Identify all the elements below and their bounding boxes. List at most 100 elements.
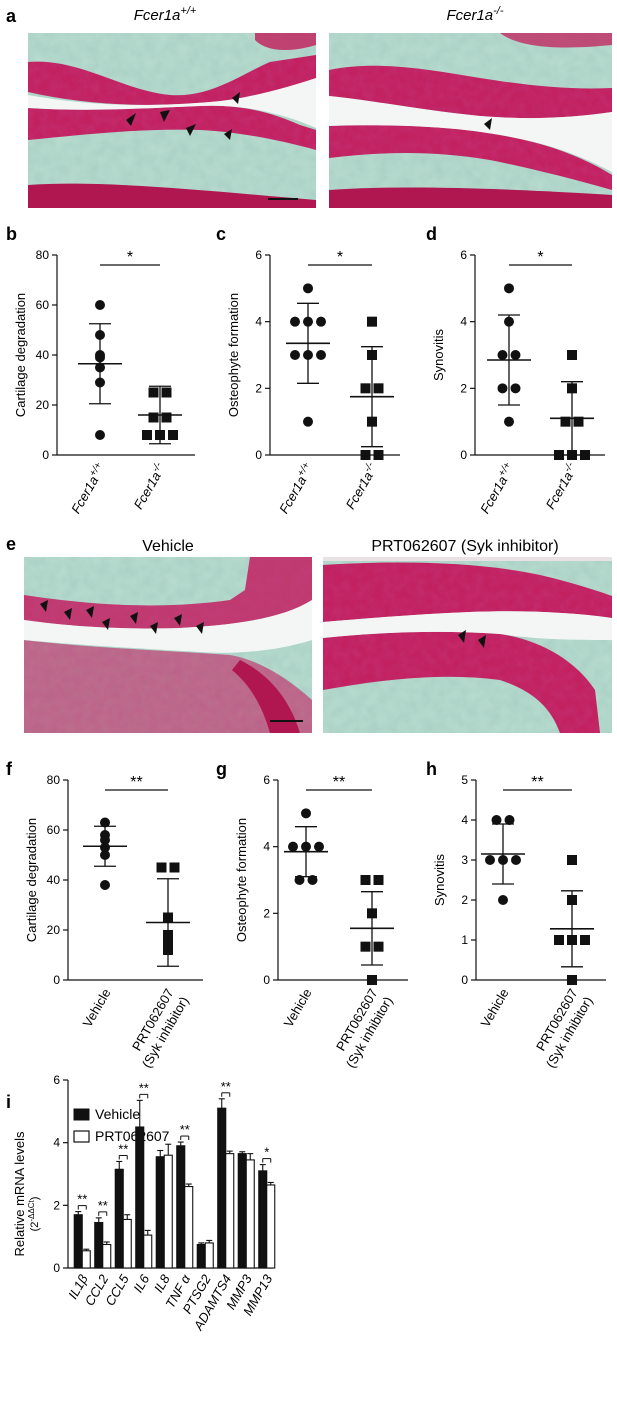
- data-point: [95, 300, 105, 310]
- legend-label-prt: PRT062607: [95, 1128, 170, 1144]
- y-axis-label: Osteophyte formation: [226, 293, 241, 417]
- data-point: [95, 430, 105, 440]
- bar: [143, 1234, 153, 1269]
- y-tick-label: 40: [47, 873, 61, 887]
- significance-label: **: [118, 1141, 128, 1156]
- data-point: [498, 895, 508, 905]
- data-point: [360, 875, 371, 885]
- data-point: [288, 841, 298, 852]
- y-tick-label: 4: [263, 840, 270, 854]
- y-tick-label: 0: [42, 448, 49, 462]
- data-point: [307, 875, 318, 885]
- y-tick-label: 40: [36, 348, 50, 362]
- y-axis-sublabel: (2-ΔΔCt): [27, 1197, 41, 1232]
- panel-letter-a: a: [6, 6, 17, 26]
- data-point: [567, 350, 577, 360]
- data-point: [148, 387, 159, 398]
- x-tick-label: Fcer1a+/+: [67, 460, 108, 516]
- data-point: [497, 383, 508, 394]
- chart-c: c 0 2 4 6 Osteophyte formation Fcer1a+/+ Fcer1a…: [216, 224, 400, 516]
- y-tick-label: 0: [255, 448, 262, 462]
- x-tick-label: Vehicle: [478, 986, 512, 1030]
- panel-letter-c: c: [216, 224, 226, 244]
- data-point: [303, 416, 313, 427]
- data-point: [360, 941, 371, 952]
- bar: [122, 1218, 132, 1269]
- x-tick-label: Fcer1a+/+: [275, 460, 316, 516]
- y-tick-label: 0: [53, 973, 60, 987]
- data-point: [373, 941, 384, 952]
- data-point: [156, 862, 167, 873]
- x-tick-label: Vehicle: [281, 986, 315, 1030]
- data-point: [373, 450, 384, 460]
- data-point: [554, 450, 564, 460]
- data-point: [294, 875, 305, 885]
- bar: [217, 1107, 227, 1269]
- y-tick-label: 3: [461, 853, 468, 867]
- significance-label: *: [537, 249, 543, 266]
- bar: [102, 1243, 112, 1269]
- histology-image-vehicle: [24, 557, 312, 733]
- significance-label: **: [531, 774, 543, 791]
- y-axis-label: Cartilage degradation: [24, 818, 39, 942]
- bar: [237, 1153, 247, 1269]
- significance-label: *: [127, 249, 133, 266]
- bar: [196, 1243, 206, 1269]
- data-point: [360, 383, 371, 394]
- y-axis-label: Relative mRNA levels: [12, 1131, 27, 1256]
- y-tick-label: 6: [53, 1073, 60, 1087]
- x-tick-label: Fcer1a-/-: [342, 460, 381, 512]
- y-axis-label: Osteophyte formation: [234, 818, 249, 942]
- significance-label: *: [264, 1145, 269, 1160]
- panel-letter-b: b: [6, 224, 17, 244]
- bar: [114, 1168, 124, 1269]
- data-point: [485, 855, 495, 865]
- data-point: [367, 316, 377, 327]
- data-point: [373, 383, 384, 394]
- bar: [266, 1184, 276, 1269]
- bar: [163, 1154, 173, 1269]
- y-tick-label: 0: [53, 1261, 60, 1275]
- data-point: [567, 855, 577, 865]
- significance-label: **: [130, 774, 142, 791]
- x-tick-label: Fcer1a+/+: [476, 460, 517, 516]
- chart-i: i 0 2 4 6 Relative mRNA levels (2-ΔΔCt) Vehicle…: [6, 1073, 276, 1334]
- panel-e-right-title: PRT062607 (Syk inhibitor): [371, 538, 558, 555]
- bar: [204, 1242, 214, 1269]
- y-tick-label: 80: [47, 773, 61, 787]
- y-tick-label: 20: [36, 398, 50, 412]
- significance-label: **: [77, 1192, 87, 1207]
- data-point: [504, 416, 514, 427]
- bar: [245, 1159, 255, 1269]
- y-tick-label: 0: [461, 973, 468, 987]
- panel-a-left-title: Fcer1a+/+: [134, 5, 197, 24]
- data-point: [100, 880, 110, 890]
- data-point: [303, 283, 313, 294]
- y-axis-label: Cartilage degradation: [13, 293, 28, 417]
- histology-image-ko: [329, 33, 612, 208]
- bar: [81, 1250, 91, 1269]
- bar: [135, 1126, 145, 1269]
- y-tick-label: 5: [461, 773, 468, 787]
- y-tick-label: 80: [36, 248, 50, 262]
- chart-d: d 0 2 4 6 Synovitis Fcer1a+/+ Fcer1a-/- *: [426, 224, 605, 516]
- data-point: [510, 383, 521, 394]
- data-point: [290, 350, 300, 360]
- y-tick-label: 2: [255, 381, 262, 395]
- data-point: [560, 416, 571, 427]
- data-point: [573, 416, 584, 427]
- data-point: [510, 350, 521, 360]
- data-point: [497, 350, 508, 360]
- y-tick-label: 0: [263, 973, 270, 987]
- panel-letter-f: f: [6, 759, 13, 779]
- y-tick-label: 2: [263, 906, 270, 920]
- bar: [94, 1222, 104, 1269]
- data-point: [148, 412, 159, 423]
- y-axis-label: Synovitis: [431, 328, 446, 381]
- data-point: [504, 815, 515, 825]
- y-tick-label: 0: [460, 448, 467, 462]
- significance-label: **: [139, 1080, 149, 1095]
